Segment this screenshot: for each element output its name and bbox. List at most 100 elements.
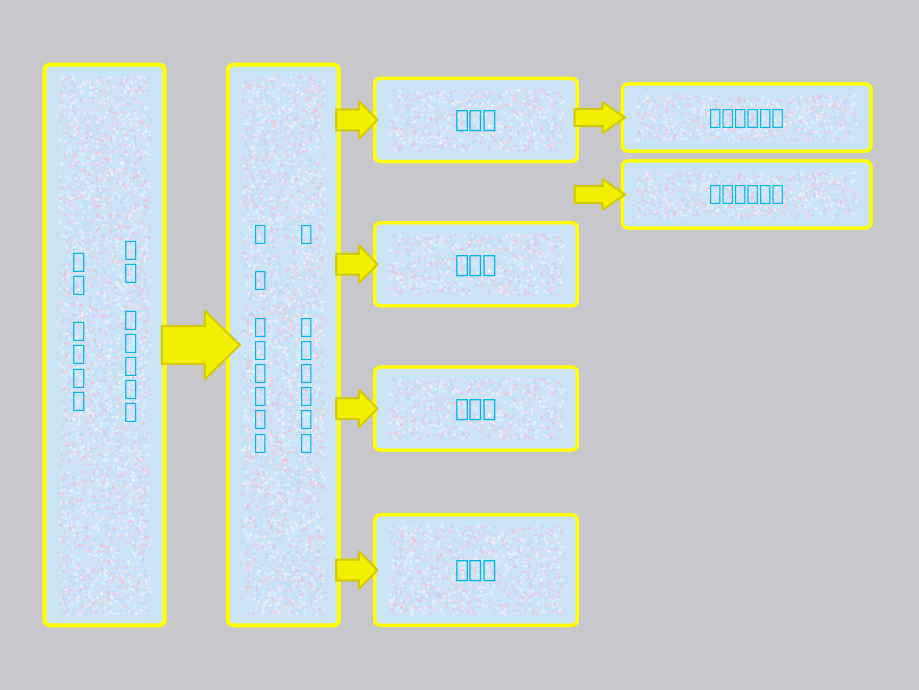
Point [382, 523, 397, 534]
Point [686, 92, 700, 103]
Point [410, 521, 425, 532]
Point [282, 150, 297, 161]
Point [429, 86, 444, 97]
Point [82, 181, 96, 193]
Point [719, 112, 733, 123]
Point [443, 424, 458, 435]
Point [549, 411, 563, 422]
Point [693, 97, 708, 108]
Point [415, 272, 430, 283]
Point [97, 167, 112, 178]
Point [773, 106, 788, 117]
Point [497, 422, 512, 433]
Point [91, 104, 106, 115]
Point [284, 396, 299, 407]
Point [540, 248, 555, 259]
Point [531, 104, 546, 115]
Point [458, 102, 472, 113]
Point [546, 117, 561, 128]
Point [239, 193, 254, 204]
Point [273, 134, 288, 145]
Point [292, 598, 307, 609]
Point [306, 117, 321, 128]
Point [60, 529, 74, 540]
Point [90, 104, 105, 115]
Point [513, 264, 528, 275]
Point [66, 479, 81, 490]
Point [845, 98, 860, 109]
Point [478, 253, 493, 264]
Point [249, 540, 264, 551]
Point [300, 260, 314, 271]
Point [495, 569, 510, 580]
Point [505, 411, 520, 422]
Point [311, 364, 325, 375]
Point [413, 425, 427, 436]
Point [282, 147, 297, 158]
Point [102, 155, 117, 166]
Point [68, 409, 83, 420]
Point [506, 379, 521, 390]
Point [644, 114, 659, 125]
Point [460, 143, 474, 154]
Point [422, 233, 437, 244]
Point [732, 211, 747, 222]
Point [645, 123, 660, 134]
Point [699, 205, 714, 216]
Point [67, 413, 82, 424]
Point [634, 210, 649, 221]
Point [255, 95, 270, 106]
Point [755, 190, 770, 201]
Point [553, 407, 568, 418]
Point [550, 546, 565, 558]
Point [287, 495, 301, 506]
Point [541, 424, 556, 435]
Point [531, 569, 546, 580]
Point [720, 119, 735, 130]
Point [678, 121, 693, 132]
Point [124, 202, 139, 213]
Point [499, 100, 514, 111]
Point [77, 195, 92, 206]
Point [403, 380, 418, 391]
Point [135, 545, 150, 556]
Point [484, 532, 499, 543]
Point [313, 194, 328, 205]
Point [265, 593, 279, 604]
Point [293, 448, 308, 460]
Point [125, 515, 140, 526]
Point [647, 193, 662, 204]
Point [315, 328, 330, 339]
Point [759, 211, 774, 222]
Point [427, 586, 442, 597]
Point [466, 128, 481, 139]
Point [751, 207, 766, 218]
Point [472, 250, 487, 262]
Point [89, 427, 104, 438]
Point [536, 106, 550, 117]
Point [767, 209, 782, 220]
Point [729, 132, 743, 143]
Point [96, 554, 110, 565]
Point [716, 128, 731, 139]
Point [742, 130, 756, 141]
Point [120, 573, 135, 584]
Point [842, 208, 857, 219]
Point [78, 382, 93, 393]
Point [457, 253, 471, 264]
Point [133, 381, 148, 392]
Point [113, 99, 128, 110]
Point [126, 72, 141, 83]
Point [118, 222, 132, 233]
Point [125, 85, 140, 96]
Point [533, 102, 548, 113]
Point [313, 77, 328, 88]
Point [548, 544, 562, 555]
Point [786, 106, 800, 117]
Point [301, 92, 316, 104]
Point [239, 376, 254, 387]
Point [485, 533, 500, 544]
Point [139, 168, 153, 179]
Point [435, 428, 449, 439]
Point [535, 422, 550, 433]
